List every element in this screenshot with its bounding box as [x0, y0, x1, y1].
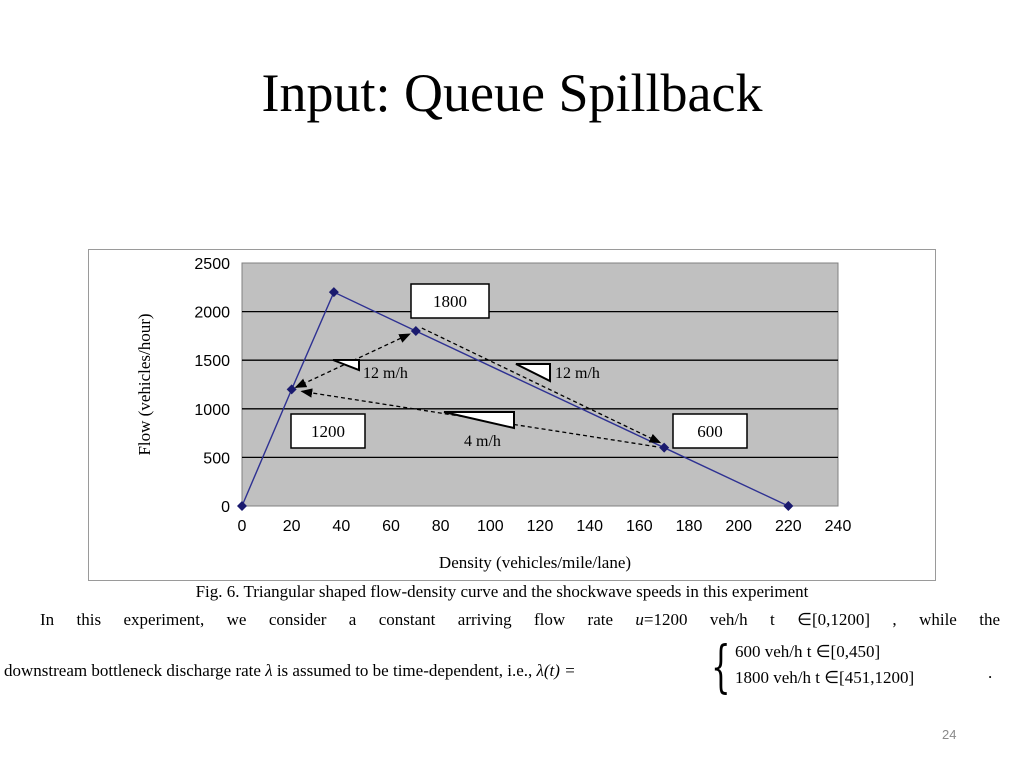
x-axis-label: Density (vehicles/mile/lane) — [439, 553, 631, 572]
slide-title: Input: Queue Spillback — [261, 63, 763, 123]
x-tick-label: 60 — [382, 518, 400, 535]
para1-text-a: In this experiment, we consider a consta… — [40, 610, 614, 629]
left-brace: { — [711, 635, 731, 700]
x-tick-label: 220 — [775, 518, 802, 535]
data-point-5 — [783, 501, 794, 511]
slope-triangle-0 — [332, 359, 360, 372]
data-point-0 — [237, 501, 247, 511]
para2-symbol-lambda: λ — [265, 661, 273, 680]
paragraph-arrival-rate: In this experiment, we consider a consta… — [40, 610, 1000, 630]
flow-density-chart: 0 500 1000 1500 2000 2500 0 20 40 60 80 100 120 140 16… — [135, 256, 852, 572]
value-box-label: 1800 — [433, 292, 467, 311]
value-box-0 — [410, 283, 490, 319]
data-point-4 — [659, 442, 670, 453]
x-tick-label: 240 — [825, 518, 852, 535]
figure-caption: Fig. 6. Triangular shaped flow-density c… — [195, 582, 809, 601]
slope-triangle-1 — [515, 363, 551, 383]
y-tick-label: 1000 — [194, 402, 230, 419]
x-tick-label: 40 — [332, 518, 350, 535]
shockwave-speed-label: 12 m/h — [555, 365, 600, 382]
shockwave-speed-label: 4 m/h — [464, 433, 501, 450]
y-axis-label: Flow (vehicles/hour) — [135, 313, 154, 455]
shockwave-arrow-2 — [300, 388, 657, 448]
x-tick-label: 140 — [576, 518, 603, 535]
x-tick-label: 200 — [725, 518, 752, 535]
chart-figure: 0 500 1000 1500 2000 2500 0 20 40 60 80 100 120 140 16… — [88, 249, 936, 581]
x-tick-label: 0 — [238, 518, 247, 535]
x-tick-label: 100 — [477, 518, 504, 535]
data-point-3 — [410, 326, 421, 337]
para1-text-b: =1200 veh/h t ∈[0,1200] , while the — [643, 610, 1000, 629]
para2-function: λ(t) = — [536, 661, 576, 680]
y-tick-label: 500 — [203, 450, 230, 467]
value-box-label: 1200 — [311, 422, 345, 441]
value-box-label: 600 — [697, 422, 723, 441]
series-line-0 — [241, 291, 789, 507]
case-row-1: 600 veh/h t ∈[0,450] — [735, 642, 881, 661]
shockwave-arrow-1 — [421, 327, 662, 444]
x-tick-label: 20 — [283, 518, 301, 535]
y-tick-label: 0 — [221, 499, 230, 516]
para1-symbol-u: u — [635, 610, 644, 629]
value-box-1 — [290, 413, 366, 449]
para2-prefix: downstream bottleneck discharge rate — [4, 661, 261, 680]
x-tick-label: 80 — [432, 518, 450, 535]
x-tick-label: 180 — [676, 518, 703, 535]
value-box-2 — [672, 413, 748, 449]
case-row-2: 1800 veh/h t ∈[451,1200] — [735, 668, 915, 687]
sentence-period: . — [988, 663, 993, 682]
data-point-1 — [286, 384, 297, 395]
para2-mid: is assumed to be time-dependent, i.e., — [276, 661, 533, 680]
y-tick-label: 2500 — [194, 256, 230, 273]
paragraph-discharge-rate: downstream bottleneck discharge rate λ i… — [4, 661, 576, 681]
y-tick-label: 2000 — [194, 305, 230, 322]
y-tick-label: 1500 — [194, 353, 230, 370]
shockwave-speed-label: 12 m/h — [363, 365, 408, 382]
slope-triangle-2 — [443, 411, 515, 430]
x-tick-label: 120 — [527, 518, 554, 535]
data-point-2 — [328, 287, 339, 298]
page-number: 24 — [942, 727, 957, 742]
x-tick-label: 160 — [626, 518, 653, 535]
